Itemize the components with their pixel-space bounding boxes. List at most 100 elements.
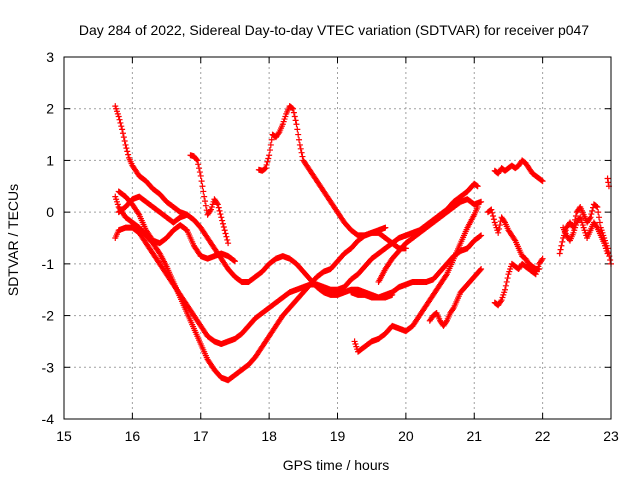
data-point — [196, 169, 203, 176]
chart-title: Day 284 of 2022, Sidereal Day-to-day VTE… — [79, 22, 589, 38]
data-point — [219, 220, 226, 227]
data-point — [295, 131, 302, 138]
data-point — [218, 214, 225, 221]
data-point — [511, 236, 518, 243]
data-point — [231, 257, 238, 264]
data-point — [604, 175, 611, 182]
y-tick-label: -1 — [42, 256, 55, 272]
data-point — [496, 225, 503, 232]
data-point — [503, 278, 510, 285]
y-tick-label: -3 — [42, 359, 55, 375]
data-point — [202, 198, 209, 205]
data-point — [275, 130, 282, 137]
data-point — [202, 202, 209, 209]
data-point — [194, 157, 201, 164]
data-point — [477, 233, 484, 240]
x-tick-label: 21 — [466, 428, 482, 444]
data-point — [607, 256, 614, 263]
data-point — [477, 266, 484, 273]
series-track-3 — [112, 224, 348, 348]
data-point — [264, 158, 271, 165]
data-point — [216, 207, 223, 214]
data-point — [604, 250, 611, 257]
data-point — [496, 222, 503, 229]
data-point — [184, 211, 191, 218]
data-point — [478, 266, 485, 273]
data-point — [291, 113, 298, 120]
series-track-10 — [351, 203, 481, 355]
data-point — [502, 286, 509, 293]
data-point — [213, 200, 220, 207]
data-point — [225, 240, 232, 247]
data-point — [224, 236, 231, 243]
data-point — [121, 138, 128, 145]
data-point — [586, 215, 593, 222]
x-tick-label: 15 — [56, 428, 72, 444]
data-point — [297, 145, 304, 152]
data-point — [193, 156, 200, 163]
data-point — [296, 136, 303, 143]
data-point — [538, 177, 545, 184]
data-point — [588, 211, 595, 218]
plot-frame — [63, 56, 612, 420]
data-point — [538, 256, 545, 263]
y-tick-label: 3 — [46, 49, 54, 65]
data-point — [217, 211, 224, 218]
data-point — [290, 105, 297, 112]
data-point — [292, 117, 299, 124]
data-point — [299, 153, 306, 160]
x-tick-label: 22 — [535, 428, 551, 444]
x-tick-label: 20 — [398, 428, 414, 444]
data-point — [536, 266, 543, 273]
data-point — [231, 258, 238, 265]
data-point — [120, 134, 127, 141]
data-point — [201, 193, 208, 200]
data-point — [489, 209, 496, 216]
data-point — [559, 238, 566, 245]
data-point — [443, 319, 450, 326]
y-axis-label: SDTVAR / TECUs — [5, 184, 21, 296]
data-point — [478, 232, 485, 239]
series-track-16 — [556, 201, 614, 267]
data-point — [263, 161, 270, 168]
data-point — [222, 230, 229, 237]
data-point — [449, 306, 456, 313]
data-point — [589, 207, 596, 214]
data-point — [572, 213, 579, 220]
series-track-17 — [560, 214, 611, 257]
data-point — [556, 250, 563, 257]
data-point — [474, 183, 481, 190]
data-point — [116, 116, 123, 123]
data-point — [596, 214, 603, 221]
data-point — [198, 178, 205, 185]
series-track-14 — [491, 255, 546, 309]
data-point — [558, 242, 565, 249]
data-point — [596, 219, 603, 226]
data-point — [117, 119, 124, 126]
series-track-12 — [426, 266, 485, 329]
data-point — [488, 206, 495, 213]
series-track-7 — [255, 103, 409, 252]
data-point — [557, 246, 564, 253]
data-point — [122, 141, 129, 148]
data-point — [473, 182, 480, 189]
data-point — [296, 141, 303, 148]
data-point — [135, 210, 142, 217]
data-point — [220, 224, 227, 231]
y-tick-label: 1 — [46, 152, 54, 168]
y-tick-label: 2 — [46, 101, 54, 117]
series-track-6 — [187, 152, 232, 247]
data-point — [294, 126, 301, 133]
data-point — [474, 203, 481, 210]
data-point — [593, 223, 600, 230]
series-track-13 — [491, 157, 546, 185]
data-point — [495, 229, 502, 236]
data-point — [497, 298, 504, 305]
data-point — [196, 165, 203, 172]
data-point — [268, 136, 275, 143]
x-tick-label: 19 — [330, 428, 346, 444]
data-point — [261, 165, 268, 172]
